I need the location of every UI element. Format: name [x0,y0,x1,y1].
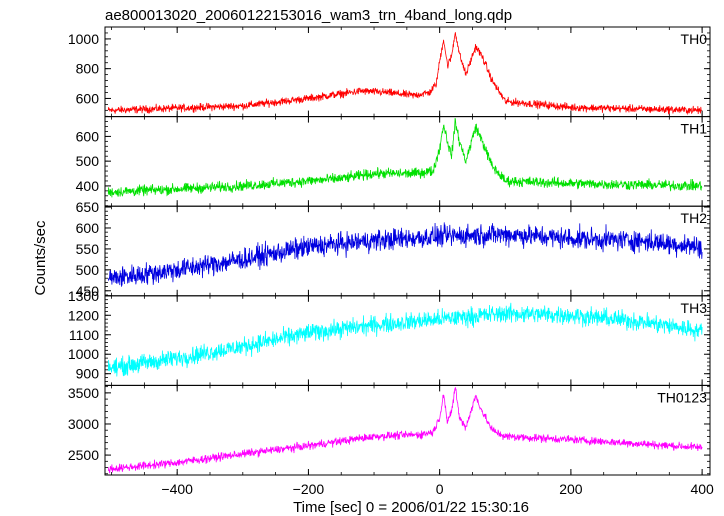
panel-label-th3: TH3 [681,300,708,316]
y-tick-label: 1300 [68,288,99,304]
y-tick-label: 900 [76,366,100,382]
y-tick-label: 2500 [68,447,99,463]
y-tick-label: 1000 [68,31,99,47]
panel-th0: 600 800 1000 TH0 [68,26,711,118]
y-tick-label: 500 [76,262,100,278]
panel-th1: 400 500 600 TH1 [76,116,711,207]
x-axis: −400 −200 0 200 400 [161,481,714,497]
panel-stack: 600 800 1000 TH0 400 500 600 TH1 450 500 550 600 650… [68,26,711,476]
panel-frame [104,384,711,476]
panel-frame [104,116,711,207]
y-tick-label: 400 [76,178,100,194]
y-tick-label: 3000 [68,416,99,432]
x-tick-label: −200 [293,481,325,497]
x-tick-label: −400 [161,481,193,497]
x-tick-label: 200 [559,481,583,497]
panel-label-th0123: TH0123 [657,389,707,405]
series-line-th2 [107,222,703,287]
panel-frame [104,295,711,386]
series-line-th0 [107,32,703,116]
y-tick-label: 1000 [68,346,99,362]
x-axis-label: Time [sec] 0 = 2006/01/22 15:30:16 [293,499,529,516]
panel-th3: 900 1000 1100 1200 1300 TH3 [68,288,711,386]
x-tick-label: 0 [436,481,444,497]
y-tick-label: 3500 [68,385,99,401]
x-tick-label: 400 [690,481,714,497]
panel-label-th0: TH0 [681,31,708,47]
y-axis-label: Counts/sec [32,220,49,296]
y-tick-label: 650 [76,199,100,215]
y-tick-label: 600 [76,90,100,106]
y-tick-label: 550 [76,241,100,257]
y-tick-label: 600 [76,220,100,236]
y-tick-label: 450 [76,283,100,299]
y-tick-label: 800 [76,61,100,77]
y-tick-label: 600 [76,128,100,144]
y-tick-label: 1100 [69,327,99,343]
panel-frame [104,26,711,118]
panel-th0123: 2500 3000 3500 TH0123 [68,384,711,476]
panel-label-th1: TH1 [681,121,708,137]
series-line-th1 [107,117,703,198]
panel-frame [104,205,711,297]
panel-label-th2: TH2 [681,210,708,226]
y-tick-label: 500 [76,153,100,169]
panel-th2: 450 500 550 600 650 TH2 [76,199,711,299]
series-line-th3 [107,302,703,377]
chart-title: ae800013020_20060122153016_wam3_trn_4ban… [105,7,512,24]
series-line-th0123 [107,387,703,474]
y-tick-label: 1200 [68,307,99,323]
